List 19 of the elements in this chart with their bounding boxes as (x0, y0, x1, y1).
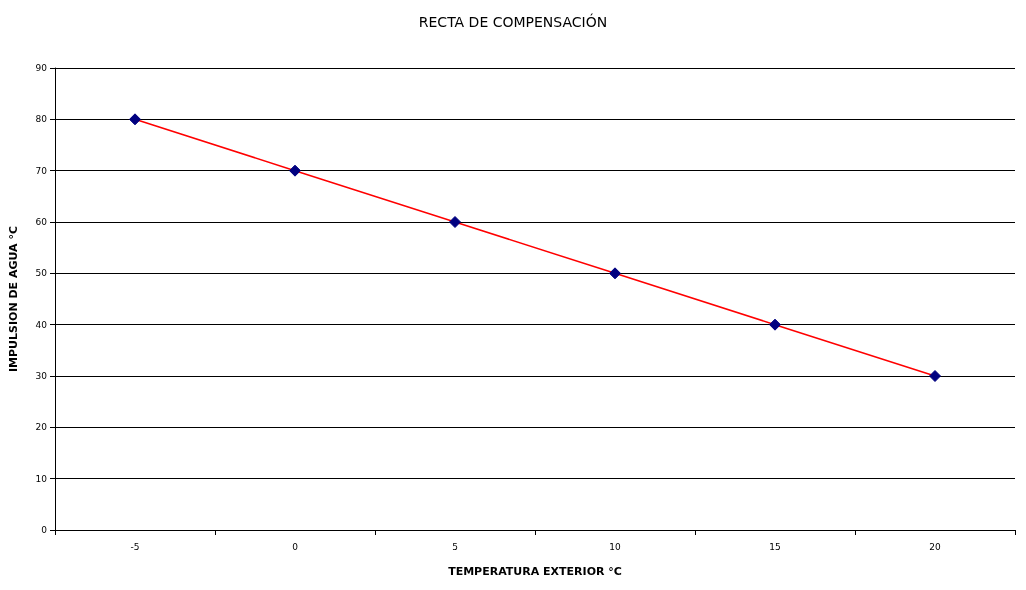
y-axis-title: IMPULSION DE AGUA °C (7, 226, 20, 372)
y-tick-label: 50 (35, 268, 48, 279)
x-tick-label: 15 (769, 541, 781, 552)
y-tick-label: 80 (35, 114, 48, 125)
y-tick-label: 10 (35, 473, 48, 484)
y-tick-label: 40 (35, 319, 48, 330)
x-tick-label: -5 (130, 541, 140, 552)
y-tick-label: 60 (35, 217, 48, 227)
chart-title: RECTA DE COMPENSACIÓN (418, 13, 608, 30)
x-tick-label: 5 (452, 541, 458, 552)
y-tick-label: 70 (35, 165, 48, 176)
y-tick-label: 90 (35, 63, 48, 73)
y-tick-label: 30 (35, 371, 48, 381)
x-tick-label: 10 (609, 541, 621, 552)
y-tick-label: 0 (41, 525, 48, 535)
x-axis-title: TEMPERATURA EXTERIOR °C (448, 565, 622, 578)
x-tick-label: 0 (292, 541, 299, 552)
x-tick-label: 20 (929, 541, 941, 552)
y-tick-label: 20 (35, 422, 48, 433)
